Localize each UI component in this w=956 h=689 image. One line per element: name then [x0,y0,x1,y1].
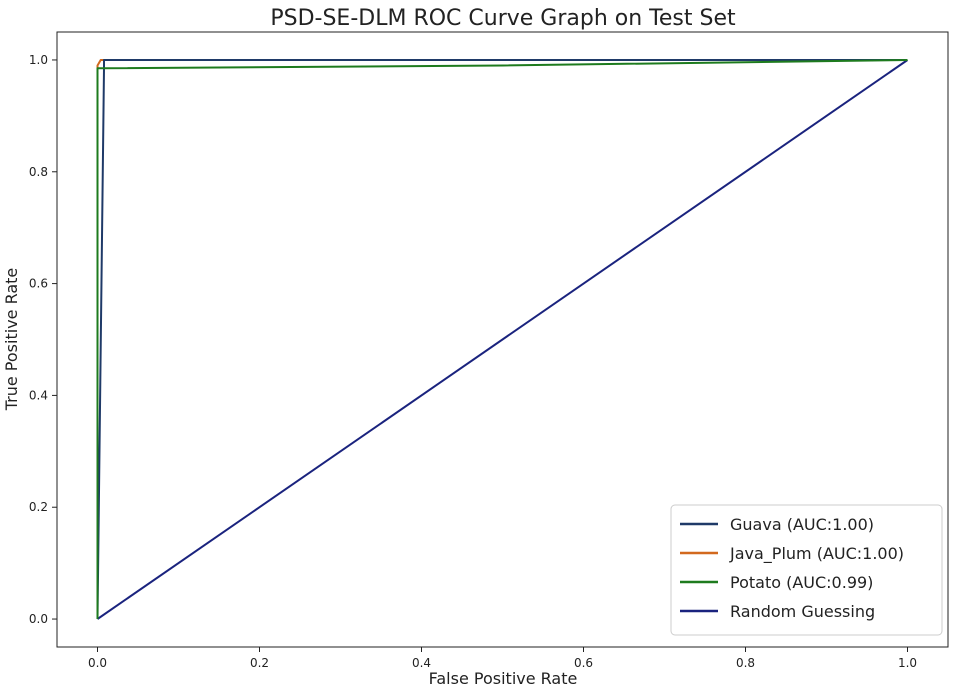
legend-entry: Random Guessing [730,602,875,621]
y-tick-label: 0.2 [29,500,48,514]
y-tick-label: 0.6 [29,277,48,291]
x-tick-label: 0.4 [412,656,431,670]
x-tick-label: 0.6 [574,656,593,670]
x-tick-label: 0.8 [736,656,755,670]
y-axis-label: True Positive Rate [2,268,21,412]
series-line-3 [96,59,909,620]
x-tick-label: 0.2 [250,656,269,670]
legend-box [670,504,943,636]
legend-entry: Java_Plum (AUC:1.00) [729,544,904,564]
series-layer [96,59,909,620]
series-line-2 [96,59,908,619]
y-tick-label: 0.0 [29,612,48,626]
x-tick-label: 0.0 [88,656,107,670]
x-tick-label: 1.0 [898,656,917,670]
y-tick-label: 0.4 [29,388,48,402]
plot-area [56,31,949,648]
chart-title: PSD-SE-DLM ROC Curve Graph on Test Set [270,6,736,31]
y-axis-ticks: 0.0 0.2 0.4 0.6 0.8 1.0 [29,53,57,626]
plot-frame [56,31,949,648]
legend-entry: Potato (AUC:0.99) [730,573,873,592]
x-axis-ticks: 0.0 0.2 0.4 0.6 0.8 1.0 [88,647,917,670]
x-axis-label: False Positive Rate [429,669,578,688]
y-tick-label: 0.8 [29,165,48,179]
y-tick-label: 1.0 [29,53,48,67]
series-line-0 [96,59,908,620]
legend-entry: Guava (AUC:1.00) [730,515,874,534]
legend: Guava (AUC:1.00) Java_Plum (AUC:1.00) Pota… [670,504,943,636]
